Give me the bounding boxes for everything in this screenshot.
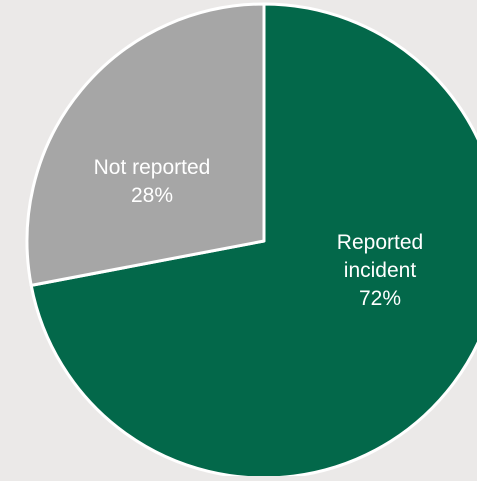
pie-value-label: 72% <box>359 287 401 310</box>
pie-label-reported-incident: Reported incident 72% <box>337 231 423 310</box>
pie-category-label: Reported <box>337 231 423 254</box>
pie-label-not-reported: Not reported 28% <box>94 156 211 207</box>
pie-labels: Reported incident 72% Not reported 28% <box>94 156 424 310</box>
pie-slices <box>25 2 477 480</box>
pie-category-label: Not reported <box>94 156 211 179</box>
pie-slice-reported-incident <box>29 2 477 480</box>
pie-category-label: incident <box>344 259 417 282</box>
pie-slice-not-reported <box>25 2 266 287</box>
pie-value-label: 28% <box>131 184 173 207</box>
